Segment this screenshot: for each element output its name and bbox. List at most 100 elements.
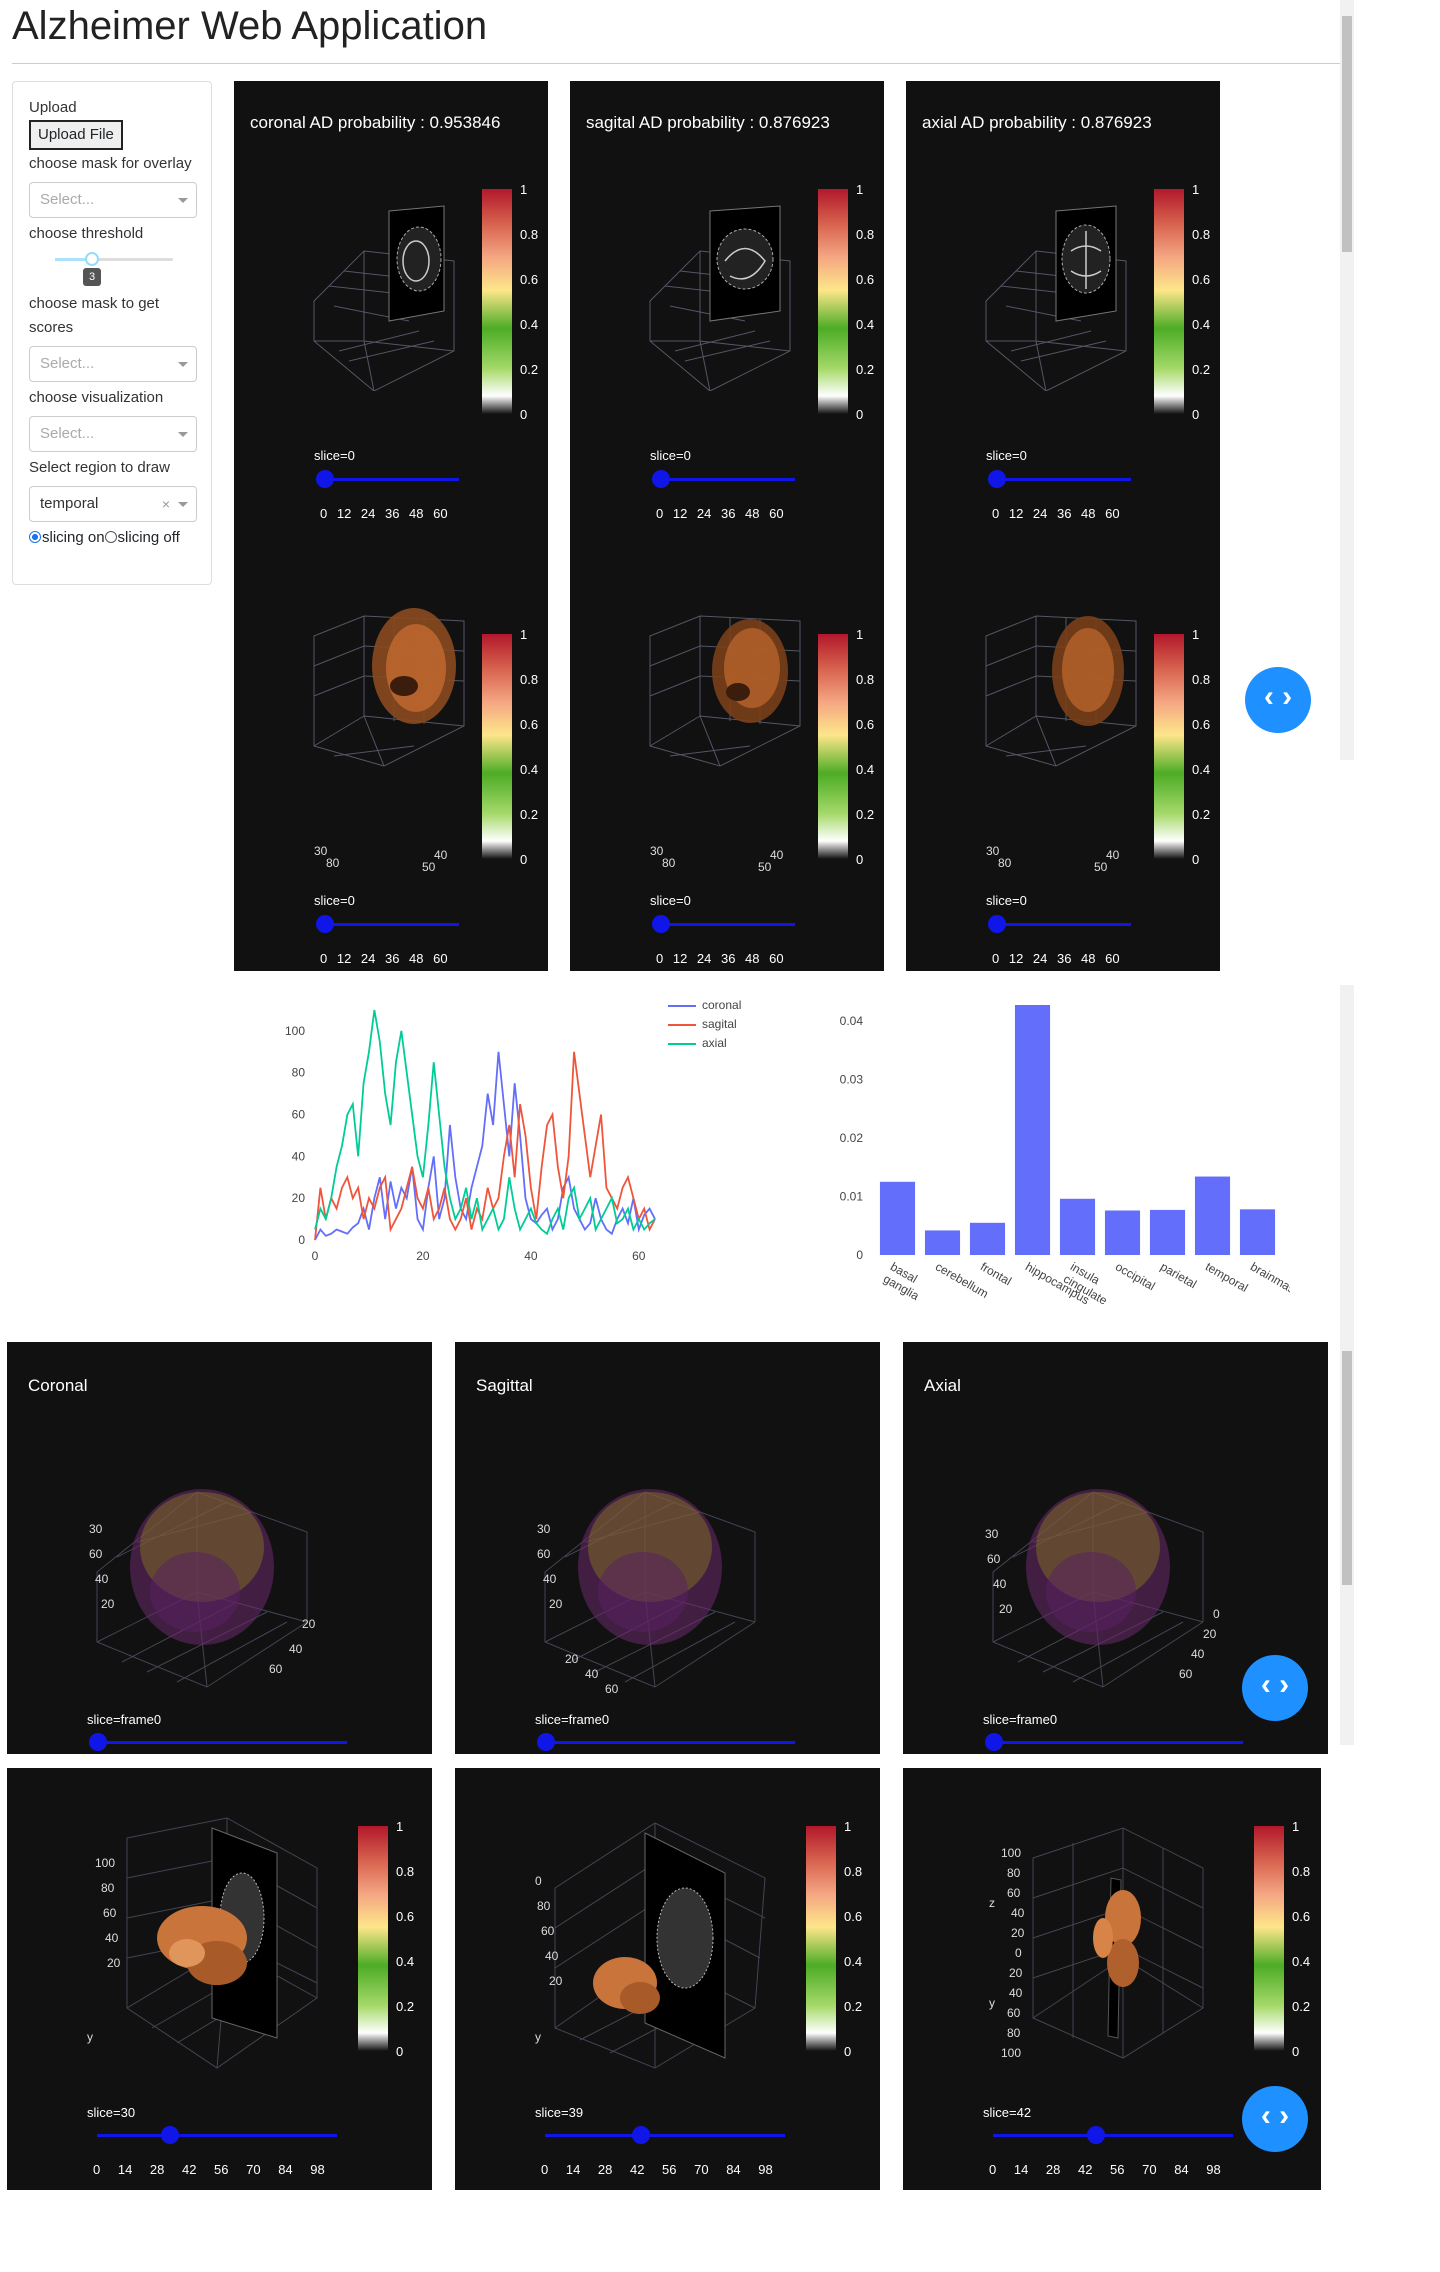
chevrons-left-right-icon: ‹ › <box>1263 680 1293 713</box>
slice-slider-handle[interactable] <box>652 470 670 488</box>
colorbar-tick: 0.4 <box>844 1954 863 1969</box>
bar-hippocampus <box>1014 1005 1051 1255</box>
clear-icon[interactable]: × <box>161 496 170 512</box>
legend-item-coronal[interactable]: coronal <box>668 996 741 1015</box>
slice-slider-handle[interactable] <box>161 2126 180 2144</box>
colorbar-tick: 0.8 <box>520 672 539 687</box>
slice-slider-track[interactable] <box>97 2134 337 2137</box>
slice-label: slice=0 <box>314 893 355 908</box>
x-tick-label: 60 <box>632 1249 646 1263</box>
scrollbar-thumb[interactable] <box>1342 1351 1352 1585</box>
colorbar-tick: 0.4 <box>856 317 875 332</box>
x-tick-label: occipital <box>1113 1259 1158 1293</box>
slice-slider-track[interactable] <box>996 478 1131 481</box>
slice-slider-handle[interactable] <box>537 1733 555 1751</box>
slice-label: slice=0 <box>986 448 1027 463</box>
slice-slider-handle[interactable] <box>652 915 670 933</box>
upload-file-button[interactable]: Upload File <box>29 120 123 150</box>
legend-item-sagital[interactable]: sagital <box>668 1015 741 1034</box>
threshold-slider[interactable]: 3 <box>29 246 195 292</box>
colorbar-tick: 0.8 <box>520 227 539 242</box>
legend-label: axial <box>702 1036 727 1050</box>
slice-slider-handle[interactable] <box>89 1733 107 1751</box>
scrollbar-thumb[interactable] <box>1342 16 1352 252</box>
3d-overlay-scene[interactable] <box>976 596 1156 796</box>
region-dropdown[interactable]: temporal × <box>29 486 197 522</box>
y-tick-label: 0.02 <box>840 1131 864 1145</box>
sagittal-mesh-panel: 0 80 60 40 20 y 1 0.8 0.6 0.4 0.2 0 slic… <box>455 1768 880 2190</box>
3d-volume-scene[interactable] <box>77 1462 337 1692</box>
slice-slider-track[interactable] <box>660 923 795 926</box>
slice-slider-track[interactable] <box>324 478 459 481</box>
colorbar-tick: 0.2 <box>396 1999 415 2014</box>
slice-label: slice=0 <box>650 448 691 463</box>
slice-slider-track[interactable] <box>324 923 459 926</box>
3d-mesh-scene[interactable] <box>973 1808 1233 2078</box>
chevron-down-icon <box>178 362 188 367</box>
slice-slider-handle[interactable] <box>985 1733 1003 1751</box>
slice-label: slice=frame0 <box>87 1712 162 1727</box>
threshold-slider-track[interactable] <box>55 258 173 261</box>
probability-colorbar <box>1254 1826 1284 2051</box>
y-tick-label: 40 <box>292 1149 306 1163</box>
colorbar-tick: 0.6 <box>844 1909 863 1924</box>
slicing-on-label[interactable]: slicing on <box>42 529 105 546</box>
mask-overlay-placeholder: Select... <box>40 191 95 208</box>
slice-slider-handle[interactable] <box>316 470 334 488</box>
middle-scrollbar[interactable] <box>1340 985 1354 1745</box>
slice-label: slice=0 <box>650 893 691 908</box>
colorbar-tick: 0.8 <box>856 672 875 687</box>
slice-slider-ticks: 0 12 24 36 48 60 <box>992 506 1120 521</box>
slice-slider-track[interactable] <box>97 1741 347 1744</box>
colorbar-tick: 0 <box>1192 852 1200 867</box>
slice-slider-track[interactable] <box>996 923 1131 926</box>
visualization-dropdown[interactable]: Select... <box>29 416 197 452</box>
3d-volume-scene[interactable] <box>525 1462 785 1692</box>
slice-slider-handle[interactable] <box>988 470 1006 488</box>
mask-scores-dropdown[interactable]: Select... <box>29 346 197 382</box>
carousel-nav-button[interactable]: ‹ › <box>1242 2086 1308 2152</box>
colorbar-tick: 0.2 <box>1192 807 1211 822</box>
line-chart[interactable]: 0 20 40 60 80 100 0 20 40 60 <box>270 990 690 1275</box>
colorbar-tick: 0 <box>856 852 864 867</box>
colorbar-tick: 1 <box>1192 627 1200 642</box>
3d-mesh-scene[interactable] <box>77 1808 337 2078</box>
colorbar-tick: 1 <box>396 1819 404 1834</box>
legend-item-axial[interactable]: axial <box>668 1034 741 1053</box>
3d-axes-scene[interactable] <box>976 191 1156 391</box>
top-carousel-scrollbar[interactable] <box>1340 0 1354 760</box>
slice-label: slice=42 <box>983 2105 1032 2120</box>
slice-slider-handle[interactable] <box>631 2126 650 2144</box>
colorbar-tick: 0.8 <box>1192 672 1211 687</box>
3d-overlay-scene[interactable] <box>304 596 484 796</box>
3d-mesh-scene[interactable] <box>525 1808 785 2078</box>
carousel-nav-button[interactable]: ‹ › <box>1242 1655 1308 1721</box>
y-tick-label: 60 <box>292 1108 306 1122</box>
3d-axes-scene[interactable] <box>640 191 820 391</box>
mask-overlay-dropdown[interactable]: Select... <box>29 182 197 218</box>
3d-overlay-scene[interactable] <box>640 596 820 796</box>
slice-slider-handle[interactable] <box>316 915 334 933</box>
y-tick-label: 0 <box>298 1233 305 1247</box>
colorbar-tick: 0 <box>1192 407 1200 422</box>
threshold-slider-handle[interactable] <box>85 252 99 266</box>
colorbar-tick: 0 <box>1292 2044 1300 2059</box>
colorbar-tick: 0.2 <box>844 1999 863 2014</box>
slice-slider-track[interactable] <box>545 2134 785 2137</box>
slice-slider-track[interactable] <box>660 478 795 481</box>
colorbar-tick: 0.2 <box>856 362 875 377</box>
3d-volume-scene[interactable] <box>973 1462 1233 1692</box>
slice-slider-handle[interactable] <box>1086 2126 1105 2144</box>
3d-axes-scene[interactable] <box>304 191 484 391</box>
slicing-off-label[interactable]: slicing off <box>117 529 180 546</box>
slicing-off-radio[interactable] <box>104 531 117 543</box>
slice-slider-track[interactable] <box>993 1741 1243 1744</box>
carousel-nav-button[interactable]: ‹ › <box>1245 667 1311 733</box>
slice-slider-handle[interactable] <box>988 915 1006 933</box>
slice-slider-track[interactable] <box>993 2134 1233 2137</box>
sagital-probability-panel: sagital AD probability : 0.876923 1 0.8 … <box>570 81 884 526</box>
slicing-on-radio[interactable] <box>29 531 41 543</box>
slice-slider-track[interactable] <box>545 1741 795 1744</box>
colorbar-tick: 0 <box>844 2044 852 2059</box>
